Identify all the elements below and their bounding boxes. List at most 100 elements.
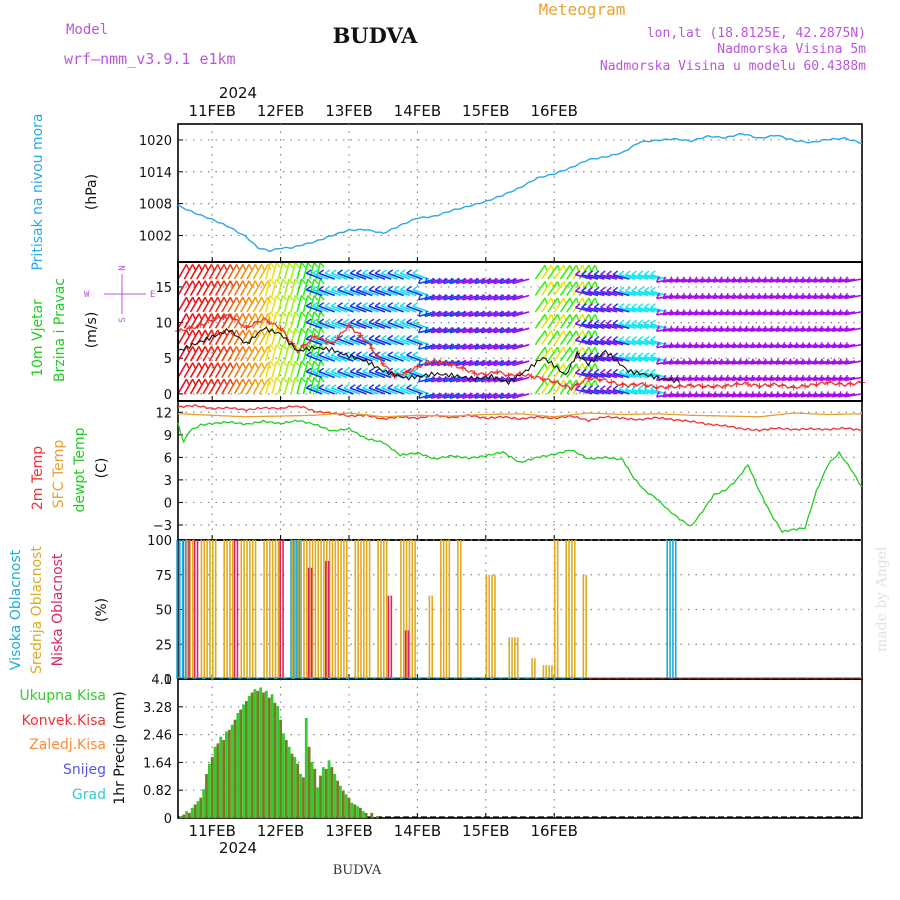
pressure-axis-labels: Pritisak na nivou mora (hPa): [30, 113, 100, 270]
wind-barb-162: [302, 344, 309, 362]
wind-barb-26: [196, 345, 207, 362]
wind-barb-606: [631, 290, 649, 297]
wind-barb-469: [541, 297, 553, 313]
precip-conv-bar-25: [324, 768, 328, 818]
wind-barb-189: [305, 305, 323, 313]
wind-barb-flag-787: [775, 341, 779, 348]
wind-barb-flag-746: [743, 358, 748, 365]
wind-barb-flag-165: [307, 295, 313, 301]
wind-barb-flag-553: [593, 368, 600, 374]
wind-barb-flag-508: [582, 314, 586, 321]
wind-barb-flag-376: [455, 392, 460, 399]
wind-barb-flag-580: [612, 319, 619, 325]
wind-barb-flag-794: [781, 358, 786, 365]
wind-barb-flag-217: [330, 367, 337, 373]
wind-gust-marker-172: [665, 383, 672, 390]
wind-barb-flag-112: [269, 377, 275, 383]
precip-total-bar-8: [225, 731, 228, 818]
wind-barb-flag-819: [800, 341, 805, 348]
wind-barb-flag-486: [563, 281, 567, 288]
wind-barb-55: [214, 263, 225, 280]
wind-barb-flag-544: [587, 385, 594, 391]
wind-barb-flag-871: [837, 276, 842, 283]
wind-barb-flag-564: [600, 319, 606, 325]
wind-barb-flag-735: [731, 276, 736, 283]
wind-barb-flag-69: [236, 296, 240, 303]
wind-barb-246: [349, 288, 367, 297]
wind-barb-288: [387, 387, 404, 395]
wind-barb-96: [252, 378, 263, 395]
wind-barb-flag-277: [374, 302, 381, 307]
wind-barb-flag-693: [699, 309, 704, 316]
wind-barb-611: [637, 339, 655, 346]
bottom-date-label-1: 12FEB: [257, 822, 304, 840]
wind-barb-flag-864: [837, 391, 842, 398]
wind-gust-marker-44: [300, 343, 307, 350]
precip-conv-bar-24: [319, 775, 322, 818]
wind-barb-flag-499: [575, 330, 580, 337]
wind-barb-47: [208, 263, 219, 280]
wind-barb-flag-286: [381, 285, 387, 291]
wind-barb-flag-355: [436, 343, 441, 350]
wind-barb-flag-422: [486, 294, 491, 301]
wind-barb-192: [312, 387, 329, 395]
wind-barb-flag-140: [288, 311, 294, 317]
wind-barb-271: [368, 272, 386, 280]
wind-barb-flag-372: [449, 326, 453, 333]
wind-barb-flag-297: [393, 367, 400, 373]
ytick-label-precip-0: 0: [164, 812, 172, 827]
wind-barb-flag-518: [588, 281, 592, 288]
wind-barb-134: [277, 278, 284, 296]
wind-barb-flag-867: [837, 341, 842, 348]
wind-barb-flag-380: [455, 326, 460, 333]
wind-barb-flag-429: [493, 310, 497, 317]
wind-barb-flag-215: [324, 269, 331, 274]
wind-barb-15: [183, 263, 194, 280]
wind-barb-flag-333: [417, 310, 422, 317]
wind-barb-flag-877: [844, 309, 848, 316]
wind-barb-flag-751: [743, 276, 748, 283]
wind-barb-117: [265, 295, 271, 313]
wind-barb-446: [506, 294, 524, 301]
wind-barb-flag-478: [557, 281, 561, 288]
wind-barb-flag-280: [381, 384, 387, 389]
wind-barb-flag-745: [743, 374, 748, 381]
wind-barb-49: [214, 362, 225, 378]
wind-barb-603: [631, 339, 649, 346]
wind-barb-flag-145: [294, 360, 300, 367]
wind-barb-95: [246, 263, 257, 280]
wind-barb-flag-454: [512, 294, 516, 301]
wind-barb-flag-576: [612, 385, 619, 391]
wind-gust-marker-52: [323, 338, 330, 345]
wind-barb-flag-872: [844, 391, 848, 398]
wind-barb-607: [631, 273, 649, 280]
precip-total-bar-28: [339, 785, 342, 818]
wind-barb-flag-241: [349, 367, 356, 373]
wind-barb-flag-634: [655, 358, 660, 365]
wind-barb-flag-597: [625, 303, 631, 309]
wind-barb-flag-57: [229, 362, 234, 369]
precip-conv-bar-29: [347, 797, 351, 818]
wind-barb-221: [331, 305, 348, 313]
precip-total-bar-19: [287, 746, 291, 818]
wind-barb-474: [547, 346, 559, 362]
wind-barb-flag-228: [337, 318, 343, 324]
wind-barb-flag-60: [229, 313, 234, 320]
wind-gust-marker-20: [232, 316, 238, 323]
wind-gust-marker-104: [471, 370, 478, 377]
wind-barb-317: [406, 305, 423, 313]
wind-barb-flag-848: [825, 391, 830, 398]
wind-barb-flag-551: [587, 270, 594, 276]
wind-barb-237: [343, 305, 361, 313]
precip-total-bar-4: [202, 789, 206, 818]
wind-barb-flag-318: [406, 285, 412, 291]
wind-barb-265: [368, 370, 386, 379]
wind-gust-marker-84: [414, 363, 421, 370]
wind-barb-flag-743: [737, 276, 742, 283]
wind-barb-flag-761: [756, 374, 761, 381]
wind-barb-253: [356, 305, 373, 313]
wind-barb-219: [331, 338, 348, 346]
wind-gust-marker-200: [745, 381, 751, 388]
wind-barb-flag-839: [812, 276, 817, 283]
wind-barb-544: [587, 388, 605, 395]
